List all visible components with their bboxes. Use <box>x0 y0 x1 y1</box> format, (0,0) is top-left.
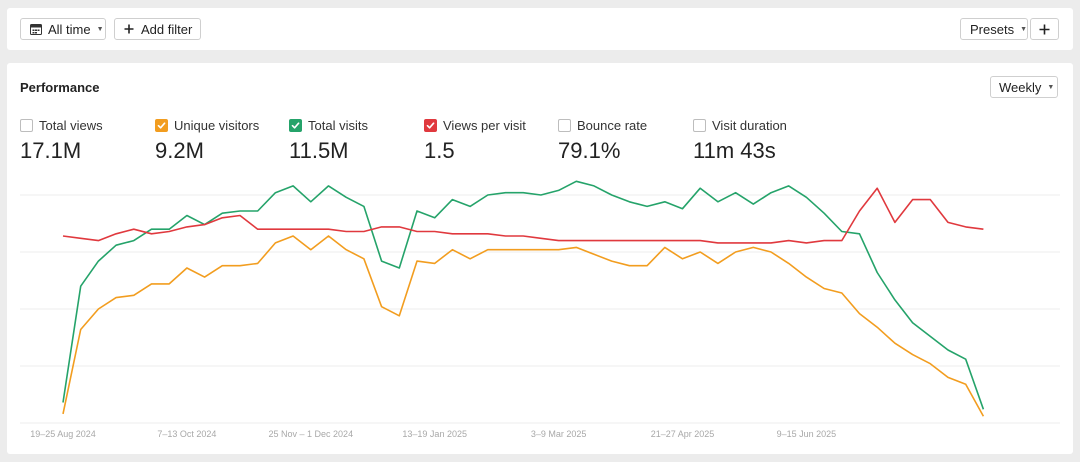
chevron-down-icon: ▼ <box>1020 25 1028 33</box>
checkbox-icon[interactable] <box>558 118 571 132</box>
metric-toggle[interactable]: Total visits <box>289 117 368 133</box>
x-tick-label: 9–15 Jun 2025 <box>777 429 837 439</box>
metric-value: 1.5 <box>424 138 455 163</box>
metric-toggle[interactable]: Unique visitors <box>155 117 260 133</box>
x-tick-label: 21–27 Apr 2025 <box>651 429 715 439</box>
plus-icon <box>124 24 134 34</box>
date-range-label: All time <box>48 21 91 37</box>
metric-label: Bounce rate <box>577 117 648 133</box>
x-tick-label: 19–25 Aug 2024 <box>30 429 96 439</box>
calendar-icon <box>30 23 42 35</box>
metric-total-visits: Total visits 11.5M <box>289 118 368 163</box>
metric-label: Total visits <box>308 117 368 133</box>
interval-label: Weekly <box>999 79 1042 95</box>
series-line-total-visits[interactable] <box>62 180 985 410</box>
metric-label: Visit duration <box>712 117 787 133</box>
x-tick-label: 7–13 Oct 2024 <box>157 429 216 439</box>
add-filter-label: Add filter <box>141 21 193 37</box>
metric-visit-duration: Visit duration 11m 43s <box>693 118 787 163</box>
metric-value: 9.2M <box>155 138 204 163</box>
chevron-down-icon: ▼ <box>96 25 104 33</box>
date-range-button[interactable]: All time ▼ <box>20 18 106 40</box>
x-tick-label: 25 Nov – 1 Dec 2024 <box>269 429 354 439</box>
plus-icon <box>1039 24 1050 35</box>
metric-value: 11.5M <box>289 138 349 163</box>
metric-value: 17.1M <box>20 138 82 163</box>
metric-value: 11m 43s <box>693 138 776 163</box>
checkbox-icon[interactable] <box>20 118 33 132</box>
toolbar: All time ▼ Add filter Presets ▼ <box>7 8 1073 50</box>
series-line-unique-visitors[interactable] <box>62 235 985 417</box>
checkbox-icon[interactable] <box>289 118 302 132</box>
metric-label: Views per visit <box>443 117 526 133</box>
x-tick-label: 3–9 Mar 2025 <box>531 429 587 439</box>
add-preset-button[interactable] <box>1030 18 1059 40</box>
metric-unique-visitors: Unique visitors 9.2M <box>155 118 259 163</box>
metric-toggle[interactable]: Visit duration <box>693 117 787 133</box>
metric-bounce-rate: Bounce rate 79.1% <box>558 118 647 163</box>
metric-views-per-visit: Views per visit 1.5 <box>424 118 526 163</box>
metric-toggle[interactable]: Bounce rate <box>558 117 648 133</box>
x-tick-label: 13–19 Jan 2025 <box>402 429 467 439</box>
series-line-views-per-visit[interactable] <box>62 187 984 244</box>
checkbox-icon[interactable] <box>424 118 437 132</box>
chevron-down-icon: ▼ <box>1047 83 1055 91</box>
performance-panel: 19–25 Aug 2024 7–13 Oct 2024 25 Nov – 1 De… <box>7 63 1073 454</box>
performance-chart: 19–25 Aug 2024 7–13 Oct 2024 25 Nov – 1 De… <box>20 180 1060 439</box>
interval-select[interactable]: Weekly ▼ <box>990 76 1058 98</box>
metric-label: Total views <box>39 117 103 133</box>
metric-total-views: Total views 17.1M <box>20 118 103 163</box>
metric-value: 79.1% <box>558 138 621 163</box>
checkbox-icon[interactable] <box>155 118 168 132</box>
presets-button[interactable]: Presets ▼ <box>960 18 1028 40</box>
checkbox-icon[interactable] <box>693 118 706 132</box>
presets-label: Presets <box>970 21 1015 37</box>
panel-title: Performance <box>20 80 100 95</box>
metric-toggle[interactable]: Views per visit <box>424 117 526 133</box>
metric-toggle[interactable]: Total views <box>20 117 103 133</box>
metric-label: Unique visitors <box>174 117 260 133</box>
add-filter-button[interactable]: Add filter <box>114 18 201 40</box>
